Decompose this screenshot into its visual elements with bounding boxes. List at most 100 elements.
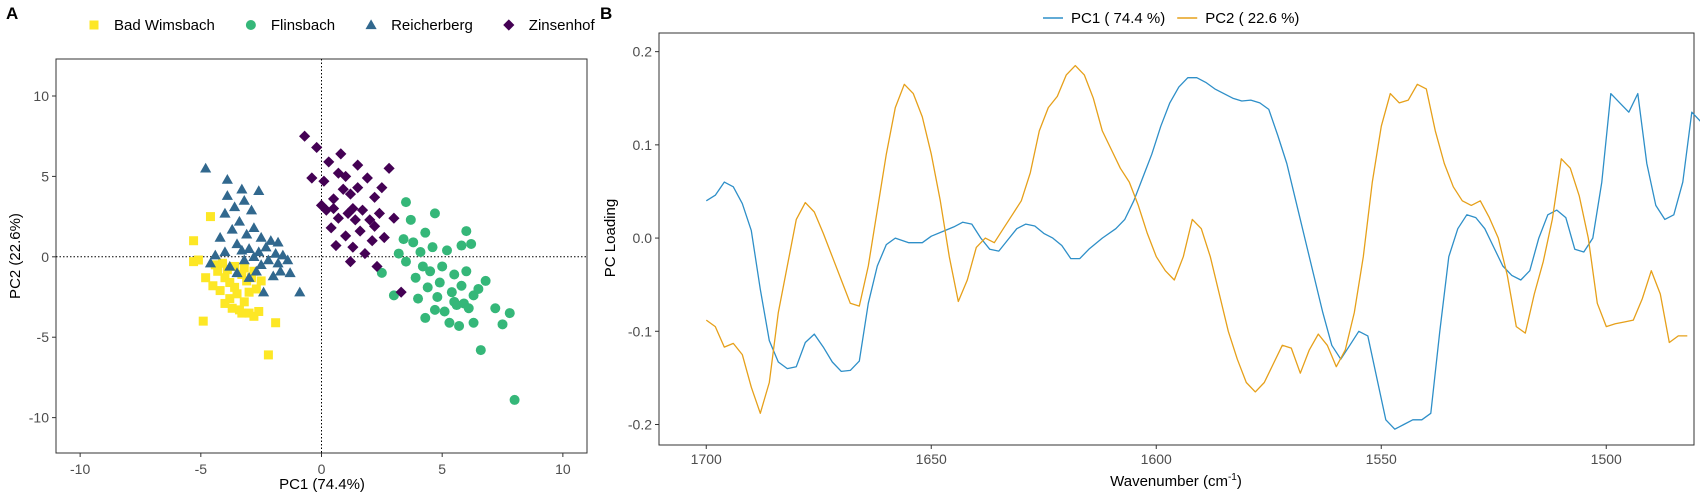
scatter-point-reicherberg <box>253 185 265 196</box>
scatter-point-zinsenhof <box>373 207 386 219</box>
legend-item-reicherberg: Reicherberg <box>365 17 473 34</box>
scatter-point-bad-wimsbach <box>271 318 281 328</box>
x-tick-label: 1500 <box>1591 451 1622 467</box>
scatter-point-reicherberg <box>245 204 258 215</box>
scatter-point-reicherberg <box>284 267 296 278</box>
x-tick-label: 5 <box>438 461 446 477</box>
y-tick-label: 0.2 <box>633 44 653 60</box>
scatter-point-flinsbach <box>400 256 411 267</box>
series-line-pc2-22-6 <box>705 64 1688 414</box>
scatter-point-zinsenhof <box>352 159 364 171</box>
scatter-point-reicherberg <box>262 254 274 265</box>
scatter-point-flinsbach <box>490 303 501 314</box>
scatter-point-flinsbach <box>439 306 450 317</box>
legend-label: PC2 ( 22.6 %) <box>1205 10 1299 27</box>
legend-item-pc2-22-6: PC2 ( 22.6 %) <box>1177 10 1299 27</box>
scatter-point-flinsbach <box>434 277 445 288</box>
scatter-point-zinsenhof <box>354 225 366 237</box>
scatter-point-flinsbach <box>446 287 457 298</box>
scatter-point-zinsenhof <box>361 172 373 184</box>
series-flinsbach <box>376 197 520 405</box>
scatter-point-zinsenhof <box>395 286 407 298</box>
scatter-point-bad-wimsbach <box>239 263 249 273</box>
legend-key-zinsenhof <box>503 19 515 31</box>
scatter-point-flinsbach <box>468 317 479 328</box>
x-tick-label: 1600 <box>1141 451 1172 467</box>
scatter-point-bad-wimsbach <box>205 212 215 222</box>
scatter-point-zinsenhof <box>337 183 349 195</box>
scatter-point-flinsbach <box>420 312 431 323</box>
scatter-point-zinsenhof <box>359 248 371 260</box>
scatter-point-reicherberg <box>274 265 287 276</box>
scatter-point-bad-wimsbach <box>213 266 223 276</box>
scatter-point-reicherberg <box>260 241 272 252</box>
legend-label: Reicherberg <box>391 17 473 34</box>
scatter-point-zinsenhof <box>323 156 335 168</box>
scatter-point-zinsenhof <box>327 202 340 215</box>
scatter-point-zinsenhof <box>347 202 359 215</box>
scatter-point-bad-wimsbach <box>225 294 235 304</box>
scatter-point-bad-wimsbach <box>189 257 199 267</box>
scatter-point-reicherberg <box>241 228 253 239</box>
scatter-point-reicherberg <box>255 231 267 242</box>
scatter-point-flinsbach <box>432 292 443 303</box>
scatter-point-zinsenhof <box>347 241 359 253</box>
scatter-point-bad-wimsbach <box>239 297 249 307</box>
scatter-point-bad-wimsbach <box>249 311 259 321</box>
scatter-point-zinsenhof <box>335 148 347 160</box>
panel-a-tag: A <box>6 4 18 23</box>
scatter-point-reicherberg <box>231 238 243 249</box>
legend-item-zinsenhof: Zinsenhof <box>503 17 596 34</box>
scatter-point-bad-wimsbach <box>210 260 220 270</box>
scatter-point-zinsenhof <box>352 182 364 194</box>
scatter-point-flinsbach <box>417 261 428 272</box>
scatter-point-flinsbach <box>420 227 431 238</box>
scatter-point-zinsenhof <box>376 182 388 194</box>
scatter-point-flinsbach <box>473 283 484 294</box>
panel-b-plot: 1700 1650 1600 1550 1500 -0.2 -0.1 0.0 0.1 0.2 <box>628 32 1700 467</box>
y-tick-label: -0.2 <box>628 416 652 432</box>
scatter-point-reicherberg <box>253 246 265 257</box>
scatter-point-flinsbach <box>398 234 409 245</box>
scatter-point-reicherberg <box>214 231 226 242</box>
scatter-point-flinsbach <box>480 275 491 286</box>
scatter-point-bad-wimsbach <box>193 255 203 265</box>
y-tick-label: 0.1 <box>633 137 653 153</box>
scatter-point-flinsbach <box>456 240 467 251</box>
series-zinsenhof <box>299 130 407 298</box>
legend-item-flinsbach: Flinsbach <box>245 17 335 34</box>
scatter-point-flinsbach <box>497 319 508 330</box>
scatter-point-reicherberg <box>200 162 212 173</box>
legend-label: PC1 ( 74.4 %) <box>1071 10 1165 27</box>
scatter-point-zinsenhof <box>330 239 342 252</box>
scatter-point-flinsbach <box>413 293 424 304</box>
scatter-point-reicherberg <box>204 257 217 268</box>
y-tick-label: 5 <box>41 168 49 184</box>
x-tick-label: -10 <box>70 461 90 477</box>
scatter-point-reicherberg <box>224 260 236 271</box>
scatter-point-zinsenhof <box>327 193 340 205</box>
scatter-point-zinsenhof <box>299 130 311 142</box>
scatter-point-reicherberg <box>267 270 279 281</box>
scatter-point-zinsenhof <box>306 172 318 184</box>
scatter-point-zinsenhof <box>318 175 330 187</box>
scatter-point-reicherberg <box>231 267 243 278</box>
scatter-point-flinsbach <box>463 303 474 314</box>
legend-item-pc1-74-4: PC1 ( 74.4 %) <box>1043 10 1165 27</box>
scatter-point-reicherberg <box>209 249 221 260</box>
scatter-point-flinsbach <box>405 214 416 225</box>
scatter-point-reicherberg <box>243 272 255 282</box>
x-tick-label: 10 <box>555 461 571 477</box>
scatter-point-zinsenhof <box>344 188 357 200</box>
scatter-point-flinsbach <box>449 269 460 280</box>
scatter-point-bad-wimsbach <box>256 276 266 286</box>
scatter-point-zinsenhof <box>388 212 400 224</box>
legend-key-bad-wimsbach <box>89 20 99 30</box>
scatter-point-bad-wimsbach <box>227 303 237 313</box>
scatter-point-flinsbach <box>444 317 455 328</box>
panel-a-legend: Bad Wimsbach Flinsbach Reicherberg Zinsenho… <box>89 17 596 34</box>
scatter-point-reicherberg <box>226 223 238 234</box>
scatter-point-flinsbach <box>504 308 515 319</box>
scatter-point-flinsbach <box>437 261 448 272</box>
scatter-point-zinsenhof <box>344 256 357 268</box>
